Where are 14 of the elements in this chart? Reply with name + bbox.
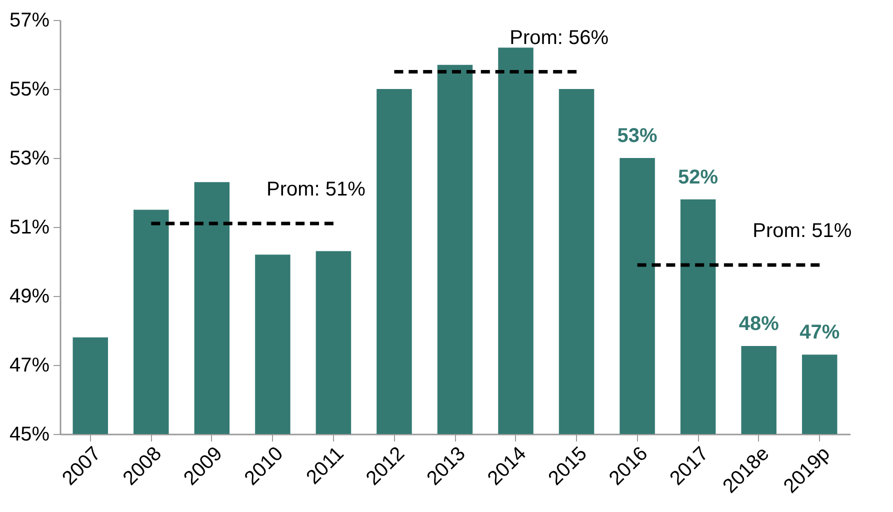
series-label: Prom: 56% [510,26,609,49]
y-tick-label: 53% [9,148,50,170]
y-tick-label: 47% [9,354,50,376]
series-label: Prom: 51% [752,220,852,242]
y-tick-label: 51% [9,216,50,238]
y-tick-label: 45% [9,424,50,446]
y-tick-label: 55% [9,78,50,100]
data-label: 52% [678,166,718,188]
data-label: 47% [800,322,840,344]
y-tick-label: 49% [9,286,50,308]
data-label: 53% [617,125,658,147]
series-label: Prom: 51% [266,178,366,201]
data-label: 48% [738,313,780,336]
y-tick-label: 57% [9,10,50,32]
